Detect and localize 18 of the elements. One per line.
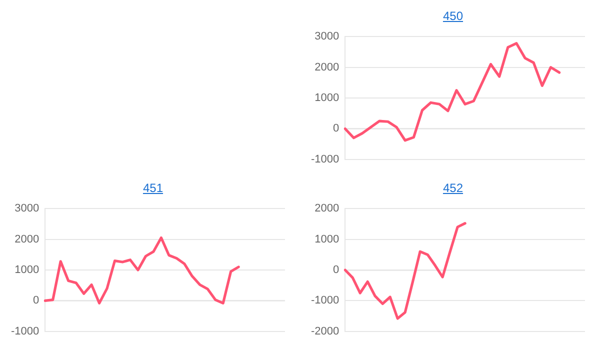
- y-tick-label: 1000: [314, 233, 340, 246]
- y-tick-label: -1000: [310, 153, 340, 166]
- y-tick-label: 1000: [14, 264, 40, 276]
- chart-title: 452: [442, 180, 464, 196]
- y-tick-label: -1000: [10, 325, 40, 338]
- y-tick-label: -1000: [310, 294, 340, 307]
- y-tick-label: 0: [333, 122, 340, 135]
- y-tick-label: 0: [333, 264, 340, 276]
- y-tick-label: 0: [33, 294, 40, 307]
- y-tick-label: 1000: [314, 92, 340, 104]
- y-tick-label: 2000: [14, 233, 40, 246]
- y-tick-label: -2000: [310, 325, 340, 338]
- chart-title: 450: [442, 8, 464, 24]
- y-tick-label: 3000: [314, 30, 340, 43]
- y-tick-label: 3000: [14, 202, 40, 215]
- y-tick-label: 2000: [314, 202, 340, 215]
- y-tick-label: 2000: [314, 61, 340, 74]
- chart-title: 451: [142, 180, 164, 196]
